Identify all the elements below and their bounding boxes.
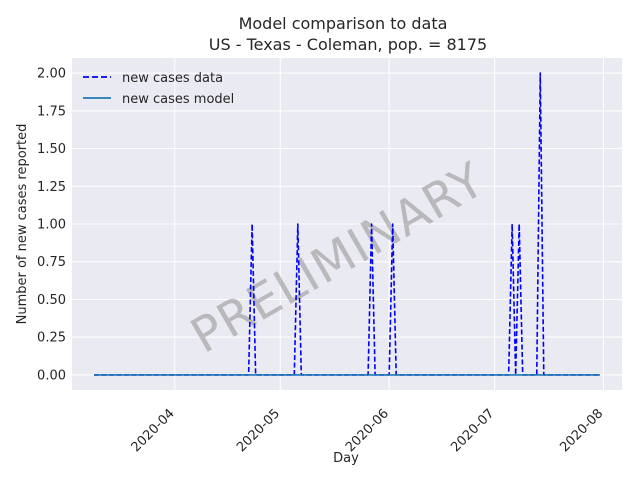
- legend-label-data: new cases data: [122, 71, 223, 86]
- y-tick-label: 1.75: [37, 104, 66, 119]
- legend-label-model: new cases model: [122, 92, 234, 107]
- x-axis-ticks: 2020-04 2020-05 2020-06 2020-07 2020-08: [129, 406, 607, 455]
- y-tick-label: 1.25: [37, 180, 66, 195]
- y-axis-ticks: 0.00 0.25 0.50 0.75 1.00 1.25 1.50 1.75 2.00: [37, 67, 66, 384]
- y-tick-label: 1.50: [37, 142, 66, 157]
- x-tick-label: 2020-06: [343, 406, 392, 455]
- series-layer: [94, 72, 600, 376]
- chart-title: Model comparison to data: [239, 14, 448, 33]
- y-tick-label: 0.00: [37, 368, 66, 383]
- y-tick-label: 0.25: [37, 331, 66, 346]
- x-axis-label: Day: [333, 451, 359, 466]
- x-tick-label: 2020-04: [129, 406, 178, 455]
- y-axis-label: Number of new cases reported: [15, 124, 30, 325]
- x-tick-label: 2020-07: [448, 406, 497, 455]
- grid-layer: [72, 58, 622, 390]
- legend: new cases data new cases model: [83, 71, 234, 107]
- x-tick-label: 2020-08: [557, 406, 606, 455]
- y-tick-label: 2.00: [37, 67, 66, 82]
- y-tick-label: 0.75: [37, 255, 66, 270]
- y-tick-label: 0.50: [37, 293, 66, 308]
- y-tick-label: 1.00: [37, 218, 66, 233]
- x-tick-label: 2020-05: [234, 406, 283, 455]
- chart-subtitle: US - Texas - Coleman, pop. = 8175: [209, 35, 487, 54]
